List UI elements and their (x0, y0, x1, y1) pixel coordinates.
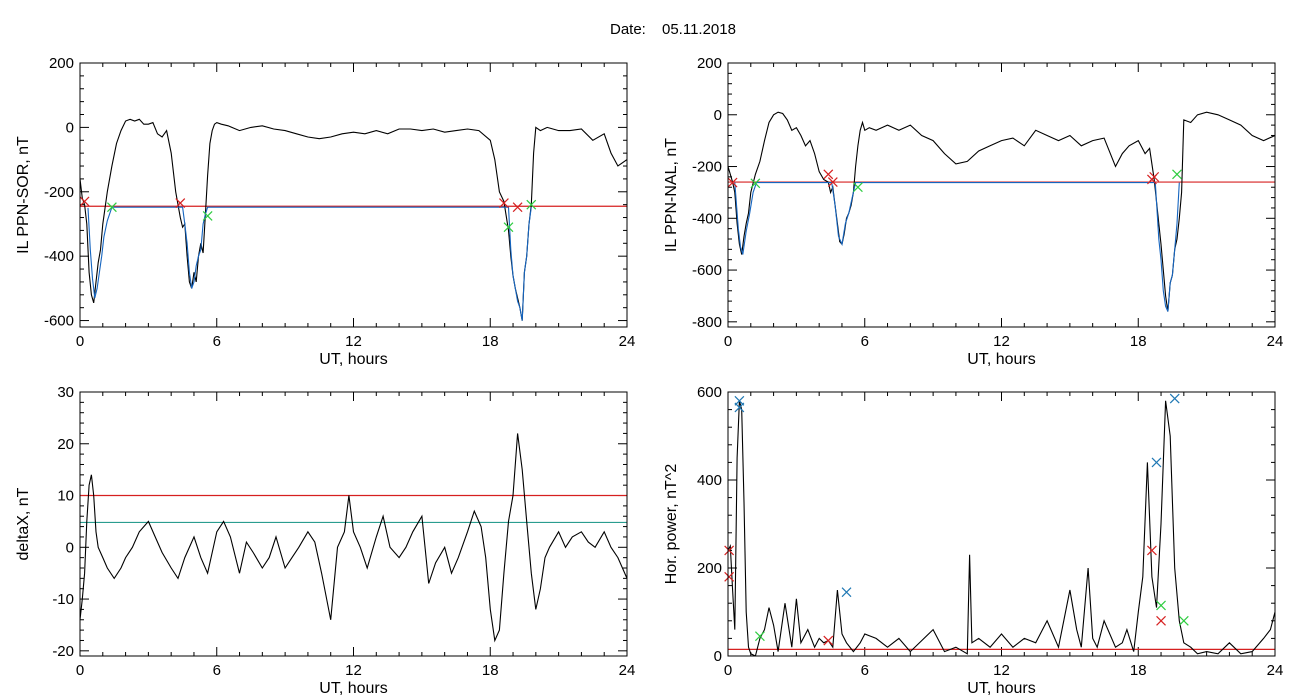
x-axis-title: UT, hours (967, 680, 1035, 697)
series-line (80, 433, 627, 643)
event-marker (1147, 545, 1157, 556)
event-marker (1172, 169, 1182, 180)
x-tick-label: 0 (76, 662, 84, 679)
x-tick-label: 18 (482, 662, 499, 679)
nal-panel: -800 -600 -400 -200 0 200 0 6 12 18 24 UT, hours IL … (663, 55, 1283, 368)
y-tick-label: 20 (57, 436, 74, 453)
event-marker (754, 631, 765, 642)
y-tick-label: -800 (692, 314, 722, 331)
date-value: 05.11.2018 (662, 21, 736, 38)
x-tick-label: 18 (482, 333, 499, 350)
event-marker (79, 196, 90, 207)
x-tick-label: 24 (1267, 662, 1284, 679)
y-tick-label: 0 (66, 119, 74, 136)
x-tick-label: 6 (213, 333, 221, 350)
y-tick-label: -20 (52, 643, 74, 660)
y-tick-label: -10 (52, 591, 74, 608)
event-marker (1156, 600, 1166, 611)
power-panel: 0 200 400 600 0 6 12 18 24 UT, hours Hor. power, n… (663, 384, 1283, 697)
x-tick-label: 12 (993, 333, 1010, 350)
event-marker (512, 202, 523, 213)
y-axis-title: Hor. power, nT^2 (663, 464, 680, 585)
series-line (734, 182, 1180, 312)
y-tick-label: 600 (697, 384, 722, 401)
event-marker (724, 571, 735, 582)
event-marker (106, 202, 117, 213)
deltax-panel: -20 -10 0 10 20 30 0 6 12 18 24 UT, hours deltaX, nT (15, 384, 635, 697)
series-line (728, 400, 1275, 656)
y-axis-title: deltaX, nT (15, 487, 32, 560)
plot-frame (727, 62, 1276, 328)
y-tick-label: 200 (697, 55, 722, 72)
x-tick-label: 0 (76, 333, 84, 350)
event-marker (734, 402, 745, 413)
x-tick-label: 24 (619, 662, 636, 679)
y-tick-label: -600 (44, 313, 74, 330)
y-tick-label: -400 (692, 210, 722, 227)
sor-panel: -600 -400 -200 0 200 0 6 12 18 24 UT, hours IL PPN-… (15, 55, 635, 368)
series-line (80, 118, 627, 321)
x-axis-title: UT, hours (319, 680, 387, 697)
x-axis-title: UT, hours (967, 351, 1035, 368)
event-marker (852, 182, 863, 193)
plot-frame (79, 62, 628, 328)
event-marker (823, 169, 834, 180)
y-axis-title: IL PPN-SOR, nT (15, 136, 32, 254)
y-tick-label: -600 (692, 262, 722, 279)
event-marker (724, 545, 735, 556)
y-axis-title: IL PPN-NAL, nT (663, 138, 680, 252)
x-tick-label: 12 (345, 662, 362, 679)
x-tick-label: 6 (213, 662, 221, 679)
x-tick-label: 12 (345, 333, 362, 350)
plot-frame (727, 391, 1276, 657)
series-line (728, 111, 1275, 312)
y-tick-label: 200 (697, 560, 722, 577)
series-line (87, 206, 532, 321)
y-tick-label: -400 (44, 248, 74, 265)
y-tick-label: 400 (697, 472, 722, 489)
plot-frame (79, 391, 628, 657)
x-tick-label: 18 (1130, 333, 1147, 350)
y-tick-label: -200 (692, 159, 722, 176)
x-tick-label: 18 (1130, 662, 1147, 679)
y-tick-label: -200 (44, 184, 74, 201)
y-tick-label: 0 (714, 107, 722, 124)
date-label: Date: (610, 21, 646, 38)
event-marker (202, 211, 213, 221)
event-marker (841, 587, 852, 598)
event-marker (827, 177, 838, 187)
event-marker (1149, 171, 1160, 182)
event-marker (727, 177, 738, 188)
x-tick-label: 24 (619, 333, 636, 350)
event-marker (499, 198, 509, 208)
x-tick-label: 0 (724, 333, 732, 350)
event-marker (175, 198, 186, 208)
event-marker (1178, 615, 1189, 626)
x-tick-label: 6 (861, 333, 869, 350)
y-tick-label: 200 (49, 55, 74, 72)
event-marker (503, 222, 514, 233)
y-tick-label: 0 (66, 539, 74, 556)
event-marker (750, 178, 761, 189)
x-tick-label: 12 (993, 662, 1010, 679)
y-tick-label: 10 (57, 488, 74, 505)
event-marker (1169, 393, 1180, 404)
event-marker (526, 199, 537, 210)
y-tick-label: 30 (57, 384, 74, 401)
event-marker (823, 635, 834, 646)
x-axis-title: UT, hours (319, 351, 387, 368)
y-tick-label: 0 (714, 648, 722, 665)
event-marker (1151, 457, 1162, 468)
event-marker (1156, 615, 1166, 626)
x-tick-label: 24 (1267, 333, 1284, 350)
x-tick-label: 6 (861, 662, 869, 679)
x-tick-label: 0 (724, 662, 732, 679)
